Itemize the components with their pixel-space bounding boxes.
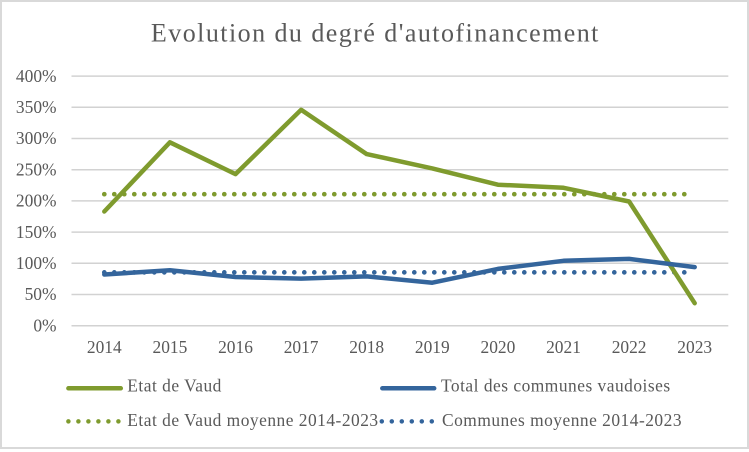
svg-text:Etat de Vaud: Etat de Vaud [127,375,222,395]
svg-text:2018: 2018 [349,337,384,357]
svg-text:300%: 300% [16,128,57,148]
svg-text:2019: 2019 [415,337,450,357]
svg-text:250%: 250% [16,159,57,179]
svg-text:2023: 2023 [677,337,712,357]
svg-text:Etat de Vaud moyenne 2014-2023: Etat de Vaud moyenne 2014-2023 [127,410,378,430]
svg-text:2020: 2020 [481,337,516,357]
svg-text:100%: 100% [16,253,57,273]
svg-text:Evolution du degré d'autofinan: Evolution du degré d'autofinancement [151,19,600,48]
svg-text:50%: 50% [25,284,57,304]
svg-text:400%: 400% [16,66,57,86]
svg-text:350%: 350% [16,97,57,117]
svg-text:150%: 150% [16,222,57,242]
svg-text:Communes moyenne 2014-2023: Communes moyenne 2014-2023 [442,410,682,430]
svg-text:Total des communes vaudoises: Total des communes vaudoises [441,375,671,395]
svg-text:2014: 2014 [87,337,122,357]
svg-text:2016: 2016 [218,337,253,357]
svg-text:2021: 2021 [546,337,581,357]
svg-text:200%: 200% [16,191,57,211]
svg-text:2015: 2015 [153,337,188,357]
svg-text:2017: 2017 [284,337,319,357]
svg-text:0%: 0% [33,315,56,335]
svg-text:2022: 2022 [612,337,647,357]
